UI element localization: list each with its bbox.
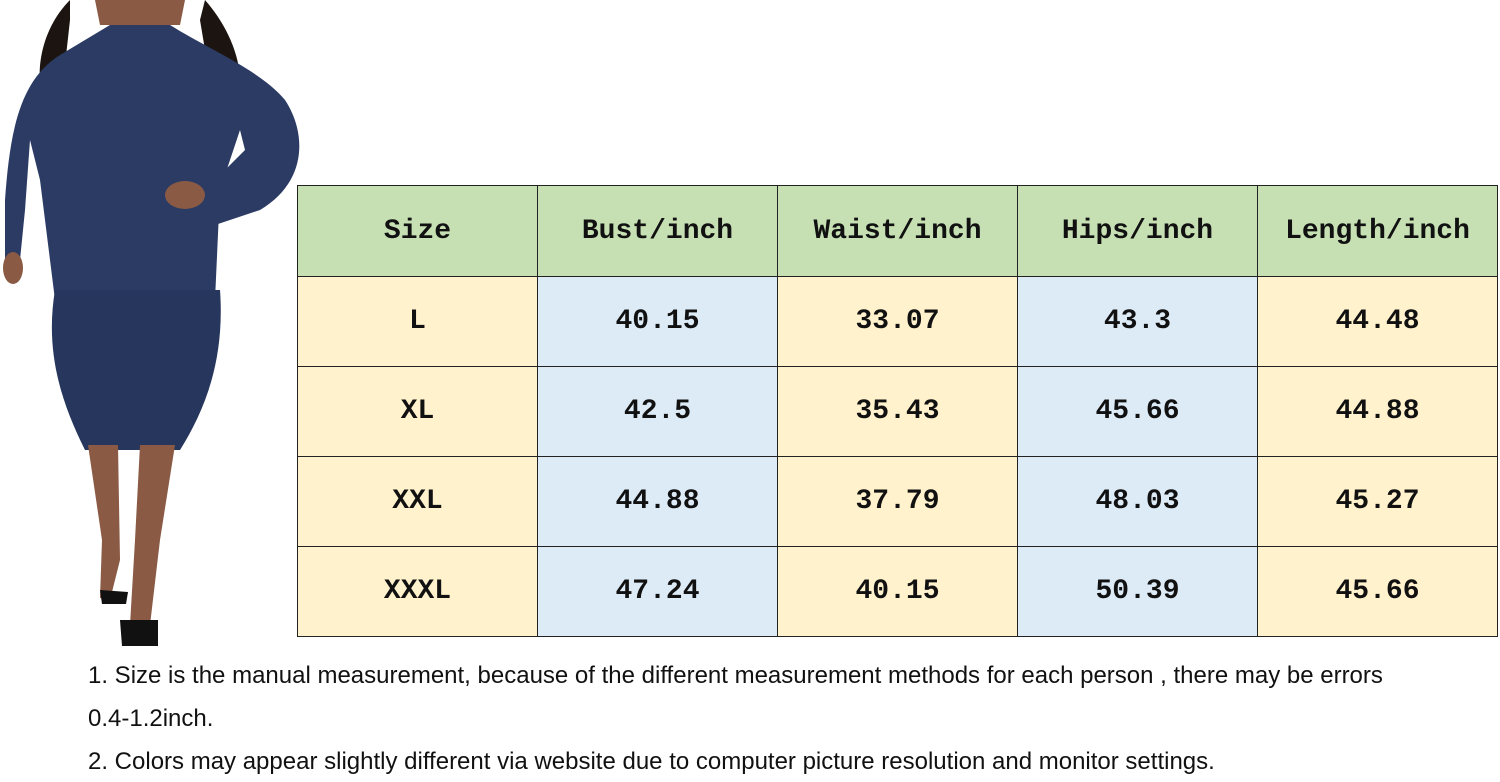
size-cell: XL: [297, 366, 538, 457]
measurement-cell: 40.15: [777, 546, 1018, 637]
table-body: Size Bust/inch Waist/inch Hips/inch Length/i…: [297, 185, 1498, 637]
measurement-cell: 37.79: [777, 456, 1018, 547]
measurement-cell: 43.3: [1017, 276, 1258, 367]
measurement-cell: 40.15: [537, 276, 778, 367]
size-cell: XXL: [297, 456, 538, 547]
size-cell: XXXL: [297, 546, 538, 637]
notes: 1. Size is the manual measurement, becau…: [88, 654, 1403, 782]
table-row: XXL 44.88 37.79 48.03 45.27: [297, 456, 1498, 547]
header-cell: Size: [297, 185, 538, 277]
note: 2. Colors may appear slightly different …: [88, 748, 1215, 775]
measurement-cell: 48.03: [1017, 456, 1258, 547]
header-row: Size Bust/inch Waist/inch Hips/inch Length/i…: [297, 185, 1498, 277]
measurement-cell: 35.43: [777, 366, 1018, 457]
table-row: L 40.15 33.07 43.3 44.48: [297, 276, 1498, 367]
measurement-cell: 33.07: [777, 276, 1018, 367]
measurement-cell: 50.39: [1017, 546, 1258, 637]
measurement-cell: 47.24: [537, 546, 778, 637]
header-cell: Bust/inch: [537, 185, 778, 277]
measurement-cell: 44.88: [1257, 366, 1498, 457]
measurement-cell: 42.5: [537, 366, 778, 457]
table-row: XXXL 47.24 40.15 50.39 45.66: [297, 546, 1498, 637]
header-cell: Hips/inch: [1017, 185, 1258, 277]
size-cell: L: [297, 276, 538, 367]
measurement-cell: 44.48: [1257, 276, 1498, 367]
model-photo: [3, 0, 300, 646]
measurement-cell: 45.66: [1017, 366, 1258, 457]
size-table: Size Bust/inch Waist/inch Hips/inch Length/i…: [297, 185, 1498, 637]
header-cell: Waist/inch: [777, 185, 1018, 277]
table-row: XL 42.5 35.43 45.66 44.88: [297, 366, 1498, 457]
measurement-cell: 45.66: [1257, 546, 1498, 637]
measurement-cell: 44.88: [537, 456, 778, 547]
measurement-cell: 45.27: [1257, 456, 1498, 547]
note: 1. Size is the manual measurement, becau…: [88, 662, 1383, 732]
header-cell: Length/inch: [1257, 185, 1498, 277]
